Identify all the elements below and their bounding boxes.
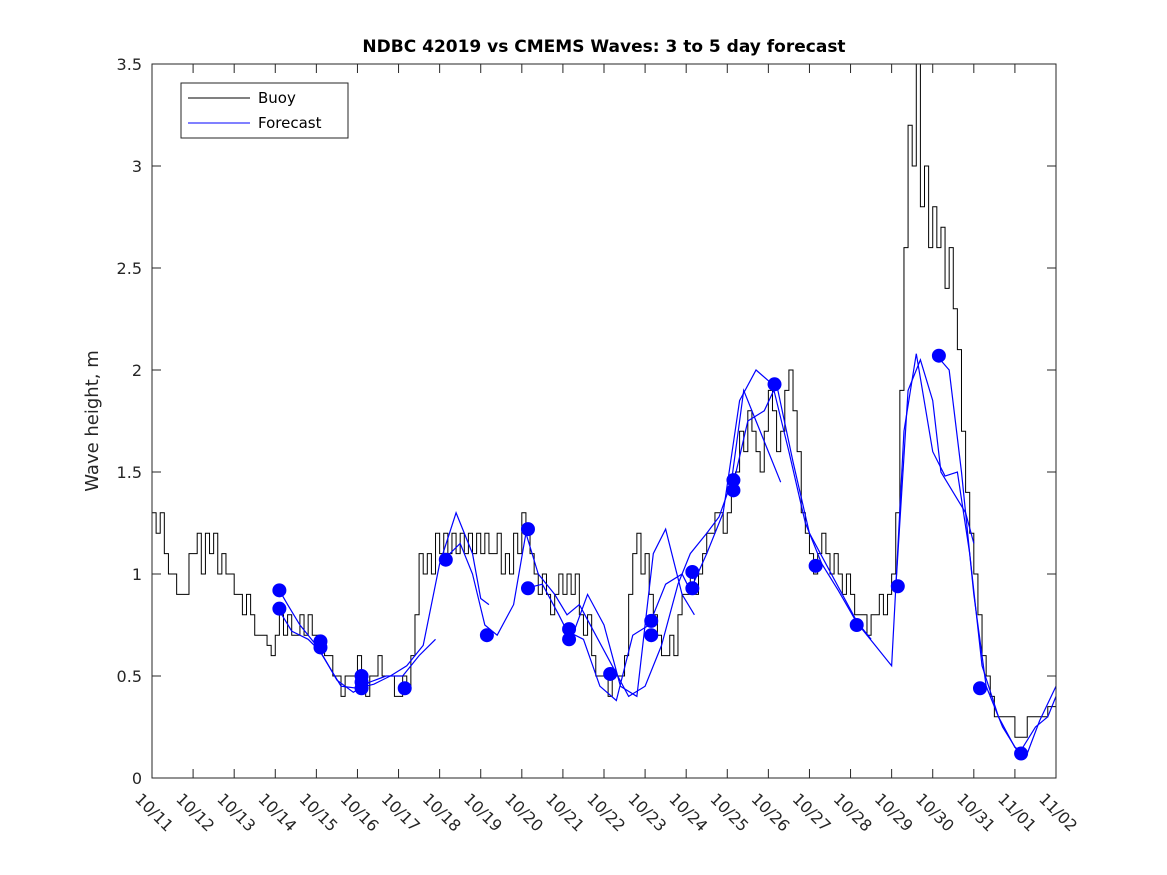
forecast-marker [767,377,782,392]
forecast-marker [849,618,864,632]
forecast-line [278,610,436,694]
forecast-marker [808,558,823,573]
forecast-marker [354,681,369,696]
forecast-marker [438,552,453,567]
y-axis-label: Wave height, m [82,350,103,491]
forecast-line [278,511,490,689]
forecast-marker [479,628,494,643]
legend-box [180,82,349,139]
y-tick-label: 2 [132,361,142,380]
forecast-marker [931,348,946,363]
y-tick-label: 0 [132,769,142,788]
forecast-marker [603,666,618,681]
y-tick-label: 3 [132,157,142,176]
y-tick-label: 3.5 [117,55,142,74]
legend-entry-forecast: Forecast [258,114,322,132]
forecast-line [936,355,1057,755]
forecast-marker [313,640,328,655]
forecast-marker [685,581,700,596]
forecast-line [525,527,695,698]
forecast-marker [520,522,535,537]
plot-border [151,63,1057,779]
y-tick-label: 0.5 [117,667,142,686]
forecast-marker [1014,746,1029,761]
forecast-marker [520,581,535,596]
forecast-line [566,369,872,702]
forecast-marker [397,681,412,696]
forecast-marker [890,579,905,594]
y-tick-label: 1 [132,565,142,584]
forecast-marker [972,681,987,696]
forecast-marker [272,601,287,616]
forecast-marker [272,583,287,598]
y-tick-label: 2.5 [117,259,142,278]
chart-title: NDBC 42019 vs CMEMS Waves: 3 to 5 day fo… [362,37,845,57]
forecast-marker [562,632,577,647]
forecast-marker [644,613,659,628]
forecast-marker [644,628,659,643]
legend: Buoy Forecast [180,82,349,139]
y-tick-label: 1.5 [117,463,142,482]
forecast-marker [685,564,700,579]
legend-entry-buoy: Buoy [258,89,296,107]
forecast-marker [726,483,741,498]
forecast-markers [272,348,1029,761]
